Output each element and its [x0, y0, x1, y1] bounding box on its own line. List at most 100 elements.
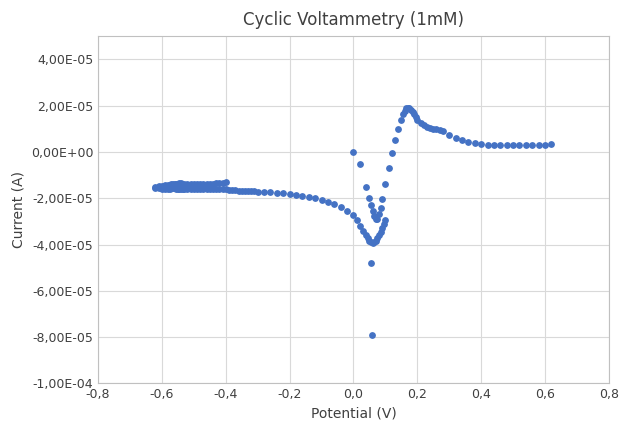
Point — [246, 188, 256, 195]
Point — [377, 225, 387, 232]
Point — [374, 211, 384, 218]
Point — [406, 106, 416, 113]
Point — [151, 183, 161, 190]
Point — [393, 125, 403, 132]
Point — [470, 140, 480, 146]
Point — [214, 180, 224, 187]
Point — [173, 180, 183, 187]
Point — [208, 181, 218, 187]
Point — [310, 195, 320, 202]
Point — [363, 235, 373, 242]
Point — [379, 221, 389, 228]
Point — [160, 182, 170, 189]
Point — [154, 183, 164, 190]
Point — [444, 131, 454, 138]
Point — [224, 186, 234, 193]
Point — [178, 186, 188, 193]
Point — [396, 116, 406, 123]
Point — [166, 185, 176, 192]
Point — [195, 186, 205, 193]
Point — [176, 180, 186, 187]
Point — [384, 165, 394, 172]
Point — [404, 105, 415, 112]
Point — [428, 125, 438, 132]
Point — [534, 142, 544, 149]
Point — [211, 186, 221, 193]
Point — [483, 141, 493, 148]
Title: Cyclic Voltammetry (1mM): Cyclic Voltammetry (1mM) — [243, 11, 464, 29]
Point — [278, 190, 289, 197]
Point — [401, 105, 411, 112]
Point — [369, 212, 379, 219]
Point — [390, 137, 400, 144]
Point — [186, 181, 196, 187]
Point — [527, 142, 537, 149]
Point — [243, 188, 253, 195]
Point — [291, 191, 301, 198]
Point — [476, 140, 486, 147]
Point — [208, 186, 218, 193]
Point — [202, 186, 212, 193]
Point — [297, 193, 307, 200]
Point — [160, 186, 170, 193]
Point — [198, 181, 209, 187]
Point — [412, 116, 422, 123]
Point — [154, 185, 164, 192]
Point — [521, 142, 531, 149]
Point — [176, 185, 186, 192]
Point — [435, 127, 445, 133]
Point — [409, 111, 419, 118]
Point — [151, 184, 161, 191]
Point — [352, 217, 362, 224]
Point — [381, 181, 391, 188]
Point — [237, 187, 247, 194]
Point — [198, 186, 209, 193]
Point — [367, 207, 377, 214]
Point — [272, 189, 282, 196]
Point — [377, 196, 387, 203]
Point — [398, 111, 408, 118]
Point — [361, 232, 371, 239]
Point — [304, 194, 314, 200]
Point — [168, 185, 178, 192]
Point — [171, 180, 181, 187]
Point — [265, 189, 275, 196]
Point — [253, 188, 263, 195]
Point — [355, 160, 365, 167]
Point — [163, 181, 173, 188]
Point — [165, 185, 175, 192]
Point — [366, 260, 376, 267]
Point — [540, 141, 550, 148]
Point — [367, 239, 377, 246]
Point — [169, 181, 180, 187]
X-axis label: Potential (V): Potential (V) — [311, 407, 396, 421]
Point — [387, 149, 397, 156]
Point — [432, 126, 442, 133]
Point — [175, 180, 185, 187]
Point — [189, 186, 199, 193]
Point — [329, 200, 340, 207]
Point — [220, 186, 231, 193]
Point — [348, 148, 358, 155]
Point — [374, 232, 384, 238]
Point — [285, 191, 295, 197]
Point — [220, 179, 231, 186]
Point — [165, 181, 175, 188]
Point — [408, 108, 418, 115]
Point — [358, 227, 368, 234]
Point — [348, 212, 358, 219]
Point — [189, 181, 199, 187]
Point — [316, 196, 326, 203]
Point — [371, 216, 381, 222]
Point — [411, 114, 421, 121]
Point — [192, 186, 202, 193]
Point — [195, 181, 205, 187]
Point — [501, 142, 512, 149]
Point — [508, 142, 518, 149]
Point — [463, 139, 473, 146]
Point — [183, 181, 193, 187]
Point — [169, 185, 180, 192]
Point — [259, 188, 269, 195]
Point — [192, 181, 202, 187]
Point — [186, 186, 196, 193]
